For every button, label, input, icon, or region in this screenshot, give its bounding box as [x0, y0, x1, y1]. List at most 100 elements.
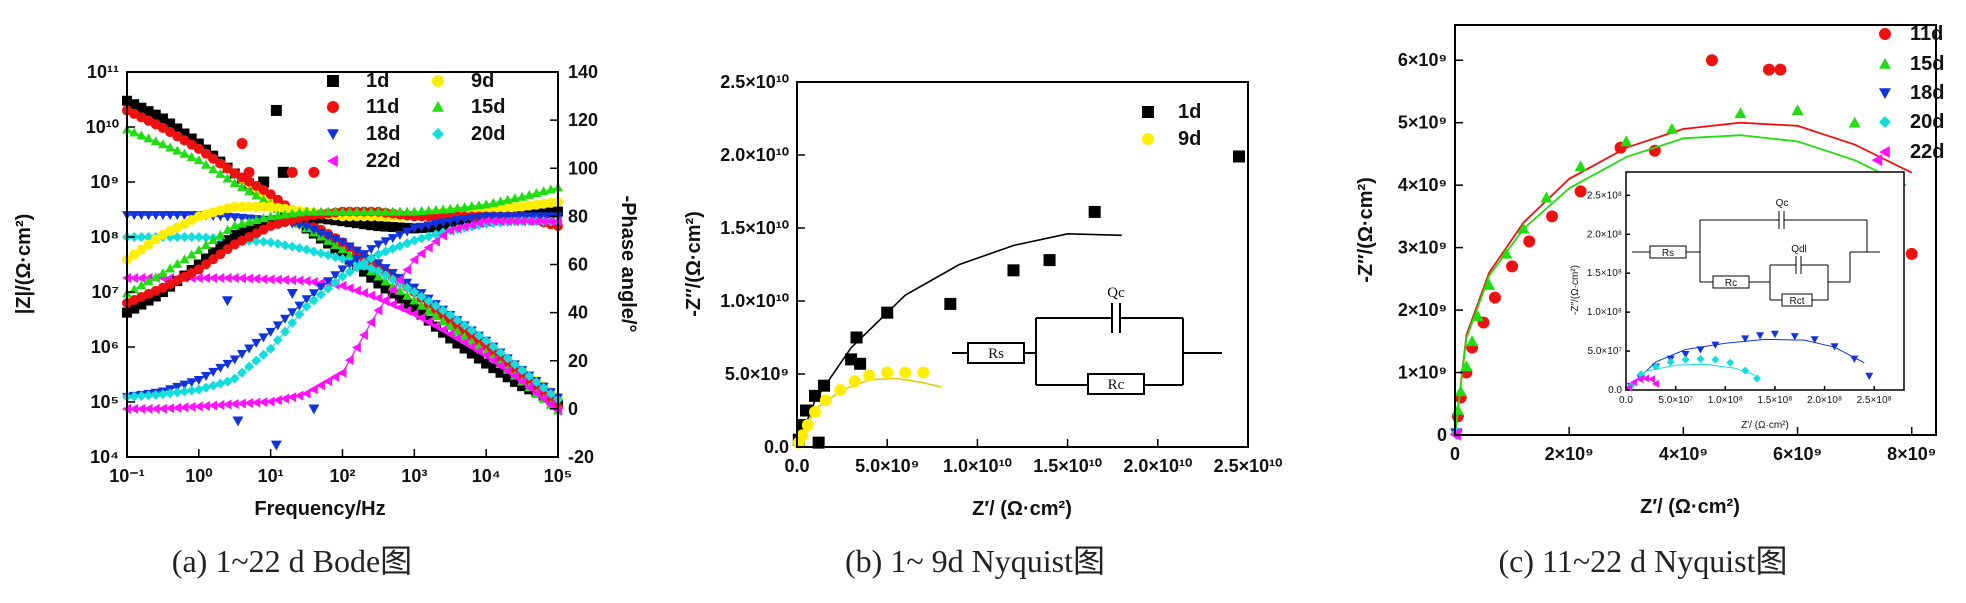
bode-phase-point-22d: [186, 401, 196, 412]
bode-modulus-point-1d: [517, 381, 528, 392]
nyquist-b-ytick-label: 2.5×10¹⁰: [720, 72, 789, 92]
bode-modulus-point-22d: [430, 320, 440, 331]
legend-label-9d: 9d: [471, 70, 494, 92]
bode-modulus-point-18d: [301, 222, 312, 232]
legend-marker-22d: [327, 155, 338, 167]
bode-phase-point-22d: [172, 402, 182, 413]
inset-ytick-label: 0.0: [1608, 385, 1622, 396]
bode-phase-point-18d: [416, 222, 427, 232]
legend-label-22d: 22d: [366, 150, 400, 172]
bode-phase-point-15d: [201, 240, 212, 250]
legend-marker-18d: [327, 129, 339, 140]
bode-phase-point-22d: [517, 216, 527, 227]
nyquist-b-ytick-label: 5.0×10⁹: [725, 364, 789, 384]
bode-modulus-point-15d: [208, 164, 219, 174]
bode-phase-point-1d: [136, 299, 147, 310]
bode-phase-point-20d: [416, 233, 427, 244]
bode-phase-point-18d: [488, 212, 499, 222]
bode-modulus-point-1d: [143, 106, 154, 117]
bode-phase-point-22d: [280, 393, 290, 404]
bode-phase-point-22d: [344, 355, 354, 366]
bode-phase-point-20d: [351, 262, 362, 273]
nyquist-c-point-15d: [1734, 107, 1747, 119]
bode-modulus-point-11d: [208, 153, 219, 164]
bode-modulus-point-1d: [495, 367, 506, 378]
bode-modulus-point-20d: [473, 330, 484, 341]
bode-phase-point-18d: [373, 240, 384, 250]
bode-phase-point-15d: [481, 199, 492, 209]
bode-modulus-point-15d: [236, 182, 247, 192]
bode-modulus-point-20d: [265, 237, 276, 248]
bode-phase-point-22d: [208, 400, 218, 411]
bode-phase-point-18d: [473, 213, 484, 223]
bode-phase-point-20d: [251, 355, 262, 366]
bode-modulus-point-22d: [244, 273, 254, 284]
bode-modulus-point-1d: [452, 338, 463, 349]
bode-phase-point-20d: [229, 373, 240, 384]
bode-modulus-point-18d: [236, 213, 247, 223]
panel-a-caption: (a) 1~22 d Bode图: [172, 543, 412, 579]
bode-modulus-point-20d: [201, 232, 212, 243]
nyquist-c-point-11d: [1905, 247, 1918, 260]
bode-modulus-point-22d: [438, 324, 448, 335]
bode-phase-point-20d: [323, 283, 334, 294]
bode-phase-point-1d: [244, 224, 255, 235]
bode-phase-point-18d: [232, 416, 244, 427]
bode-phase-point-18d: [502, 212, 513, 222]
bode-modulus-point-15d: [452, 326, 463, 336]
circuit-label-qc: Qc: [1107, 285, 1125, 301]
legend-marker-15d: [1879, 58, 1891, 69]
bode-phase-point-1d: [359, 219, 370, 230]
nyquist-b-point-9d: [899, 366, 912, 379]
panel-a-bode: 10⁻¹ 10⁰ 10¹ 10² 10³ 10⁴ 10⁵ 10⁴ 10⁵ 10⁶ 10⁷ 10⁸ 10⁹…: [13, 62, 639, 579]
bode-phase-point-20d: [366, 253, 377, 264]
bode-phase-point-18d: [495, 212, 506, 222]
inset-point-20d: [1666, 357, 1675, 366]
bode-xtick-label: 10⁵: [544, 466, 572, 486]
bode-modulus-point-15d: [215, 168, 226, 178]
bode-modulus-point-18d: [351, 246, 362, 256]
inset-ytick-label: 2.0×10⁸: [1587, 229, 1622, 240]
panel-b-ylabel: -Z″/(Ω·cm²): [683, 211, 705, 317]
inset-point-20d: [1726, 358, 1735, 367]
bode-modulus-point-15d: [430, 310, 441, 320]
nyquist-c-point-15d: [1540, 191, 1553, 203]
nyquist-b-xtick-label: 1.0×10¹⁰: [943, 456, 1012, 476]
bode-ytick-label: 10¹⁰: [86, 117, 119, 137]
nyquist-b-point-1d: [850, 331, 863, 344]
bode-phase-point-15d: [179, 254, 190, 264]
bode-modulus-point-15d: [337, 244, 348, 254]
legend-label-20d: 20d: [471, 123, 505, 145]
bode-phase-point-15d: [208, 234, 219, 244]
bode-phase-point-22d: [538, 216, 548, 227]
bode-phase-point-15d: [287, 208, 298, 218]
legend-marker-9d: [1142, 133, 1154, 145]
bode-modulus-point-15d: [244, 186, 255, 196]
inset-point-18d: [1770, 330, 1779, 338]
nyquist-c-ytick-label: 2×10⁹: [1398, 300, 1447, 320]
bode-phase-point-9d: [150, 234, 161, 245]
bode-phase-point-15d: [272, 210, 283, 220]
bode-modulus-point-15d: [402, 290, 413, 300]
bode-phase-point-15d: [445, 203, 456, 213]
nyquist-c-point-15d: [1460, 360, 1473, 372]
bode-modulus-point-22d: [265, 274, 275, 285]
nyquist-c-point-15d: [1471, 310, 1484, 322]
bode-phase-point-15d: [502, 194, 513, 204]
inset-point-20d: [1696, 354, 1705, 363]
bode-y2tick-label: -20: [568, 447, 594, 467]
bode-modulus-point-22d: [193, 272, 203, 283]
inset-ytick-label: 5.0×10⁷: [1588, 346, 1623, 357]
bode-phase-point-22d: [387, 285, 397, 296]
bode-phase-point-9d: [236, 201, 247, 212]
bode-phase-point-15d: [265, 211, 276, 221]
bode-modulus-point-22d: [351, 285, 361, 296]
bode-phase-point-18d: [394, 230, 405, 240]
nyquist-c-ytick-label: 5×10⁹: [1398, 113, 1447, 133]
bode-modulus-point-20d: [438, 305, 449, 316]
bode-phase-point-22d: [157, 403, 167, 414]
nyquist-b-point-1d: [881, 306, 894, 319]
bode-phase-point-15d: [452, 203, 463, 213]
bode-modulus-point-18d: [229, 213, 240, 223]
bode-modulus-point-1d: [380, 283, 391, 294]
